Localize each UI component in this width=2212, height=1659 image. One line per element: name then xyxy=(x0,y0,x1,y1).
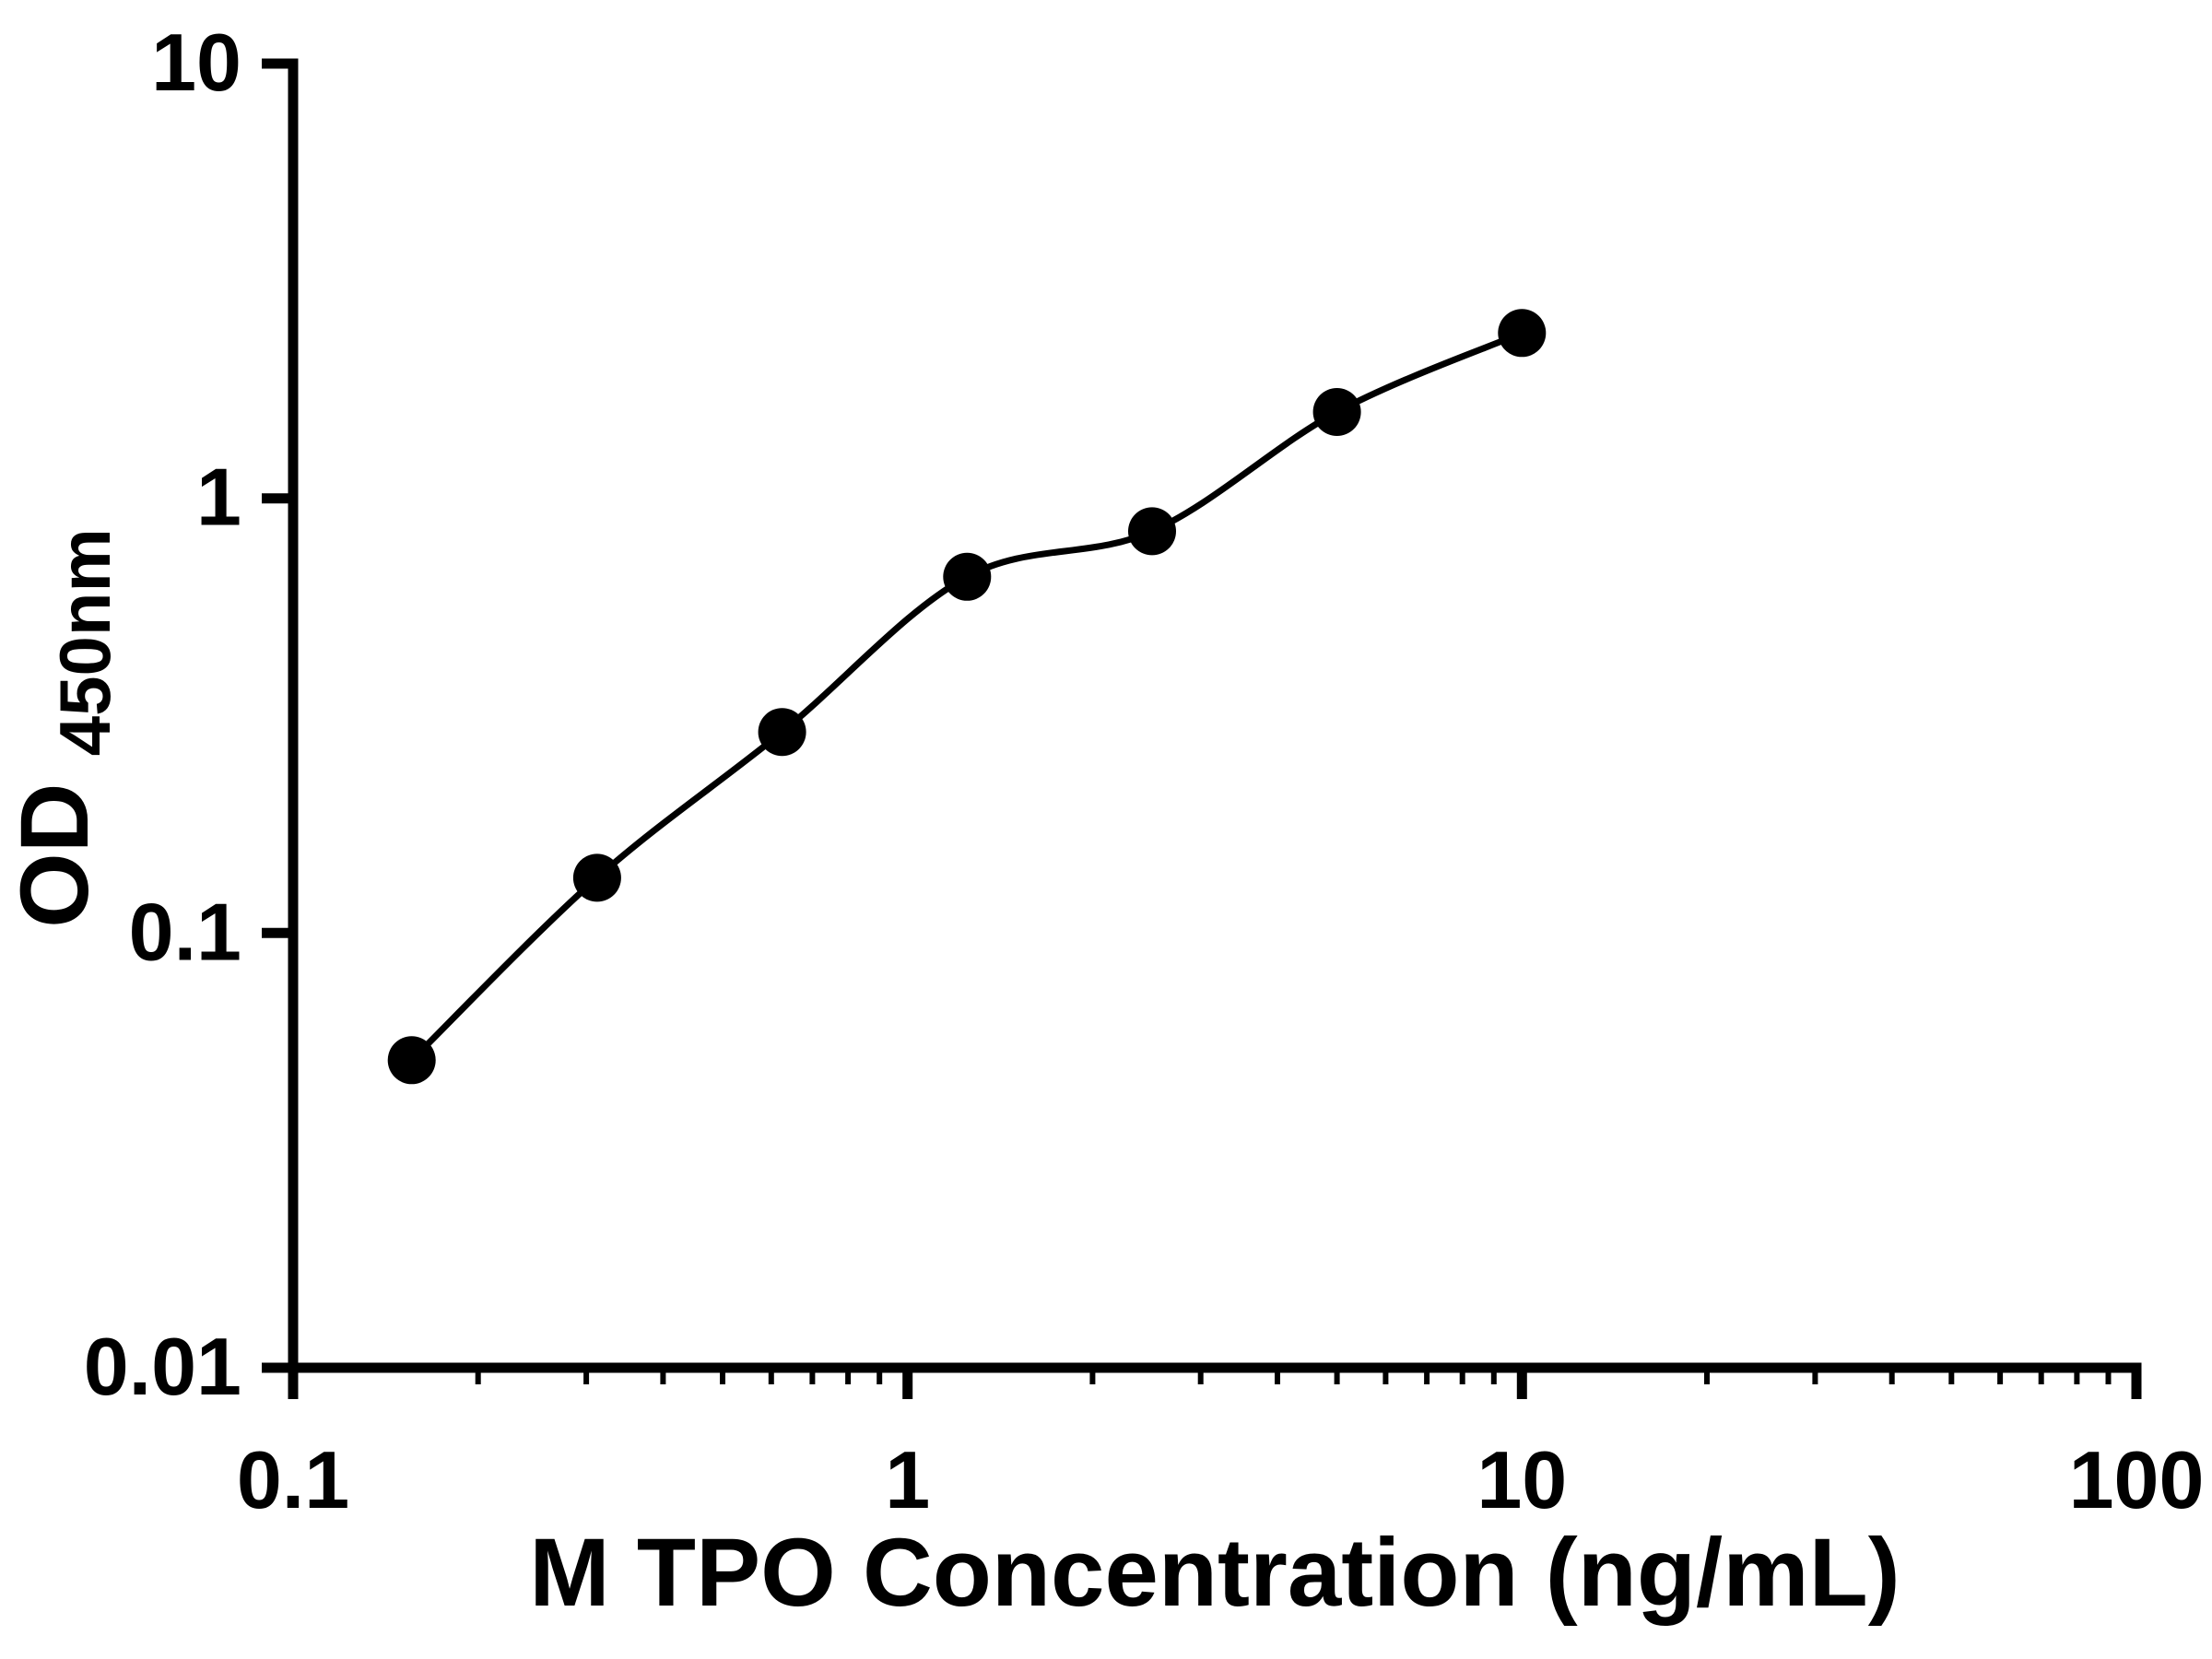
fit-curve xyxy=(408,329,1525,1064)
axis-lines xyxy=(288,58,2142,1373)
data-point xyxy=(1498,309,1547,358)
data-point xyxy=(1312,388,1361,436)
data-point xyxy=(758,708,806,757)
y-axis-title-subscript: 450nm xyxy=(44,528,125,756)
y-tick-label: 1 xyxy=(196,452,241,543)
data-point xyxy=(943,552,992,601)
x-tick-labels: 0.1 1 10 100 xyxy=(237,1434,2205,1525)
y-major-ticks xyxy=(262,58,293,1373)
y-tick-labels: 0.01 0.1 1 10 xyxy=(84,17,241,1412)
x-tick-label: 10 xyxy=(1477,1434,1567,1525)
x-tick-label: 100 xyxy=(2069,1434,2205,1525)
x-major-ticks xyxy=(288,1368,2142,1399)
data-points xyxy=(387,309,1547,1085)
y-tick-label: 0.1 xyxy=(129,886,241,977)
y-axis-title: OD 450nm xyxy=(1,528,125,928)
x-tick-label: 0.1 xyxy=(237,1434,349,1525)
y-axis-title-main: OD xyxy=(1,782,109,928)
y-tick-label: 10 xyxy=(151,17,241,108)
x-tick-label: 1 xyxy=(885,1434,930,1525)
data-point xyxy=(572,853,621,902)
data-point xyxy=(1128,507,1176,556)
x-axis-title: M TPO Concentration (ng/mL) xyxy=(529,1519,1900,1627)
y-tick-label: 0.01 xyxy=(84,1321,241,1412)
data-point xyxy=(387,1036,436,1085)
